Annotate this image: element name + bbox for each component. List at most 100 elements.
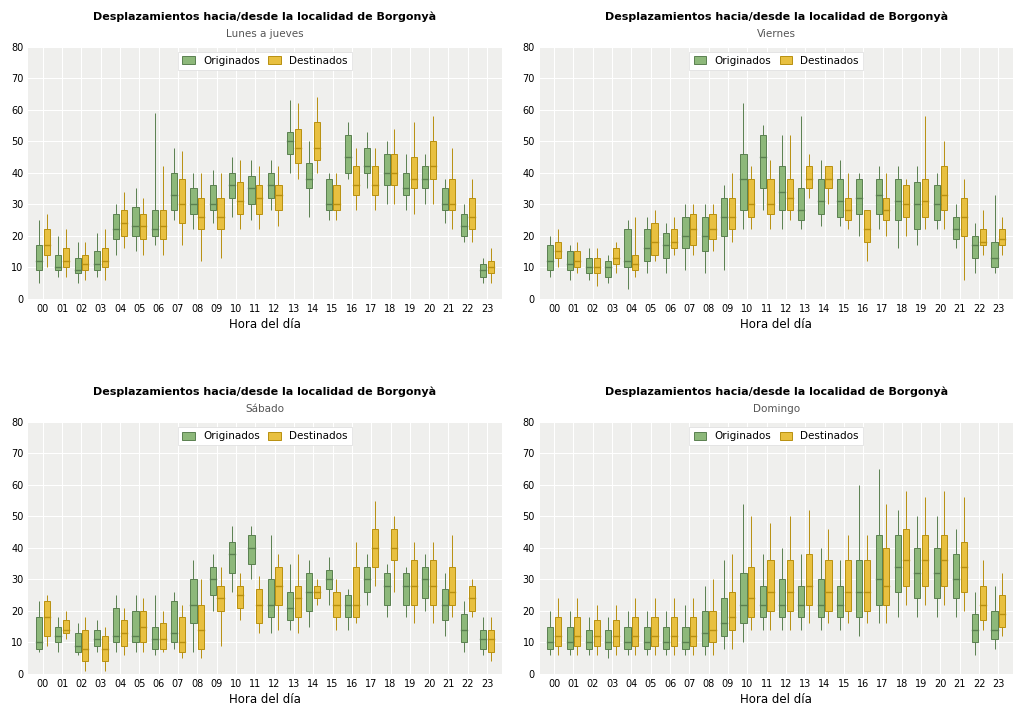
Bar bbox=[275, 566, 282, 604]
Bar bbox=[101, 636, 108, 661]
Bar bbox=[664, 232, 670, 257]
Bar bbox=[555, 617, 561, 645]
Bar bbox=[411, 561, 417, 604]
Bar bbox=[605, 630, 611, 649]
Bar bbox=[487, 261, 494, 273]
Bar bbox=[326, 570, 332, 589]
Bar bbox=[625, 229, 631, 267]
Bar bbox=[701, 217, 708, 252]
Bar bbox=[721, 198, 727, 236]
Bar bbox=[664, 627, 670, 649]
Bar bbox=[740, 573, 746, 624]
Bar bbox=[249, 536, 255, 564]
Bar bbox=[566, 627, 572, 649]
Bar bbox=[786, 561, 793, 611]
Bar bbox=[237, 182, 243, 214]
Bar bbox=[566, 252, 572, 270]
Bar bbox=[574, 252, 581, 267]
Bar bbox=[461, 614, 467, 642]
Bar bbox=[856, 179, 862, 214]
Bar bbox=[837, 179, 843, 217]
Bar bbox=[82, 255, 88, 270]
Bar bbox=[902, 529, 908, 586]
Bar bbox=[671, 617, 677, 645]
Legend: Originados, Destinados: Originados, Destinados bbox=[689, 52, 863, 70]
Bar bbox=[480, 630, 486, 649]
Bar bbox=[786, 179, 793, 211]
Bar bbox=[430, 561, 436, 604]
Bar bbox=[710, 611, 716, 642]
Bar bbox=[198, 604, 205, 649]
Bar bbox=[132, 611, 138, 642]
Bar bbox=[334, 185, 340, 211]
Bar bbox=[651, 223, 657, 255]
Bar bbox=[682, 627, 688, 649]
Bar bbox=[749, 179, 755, 217]
Bar bbox=[632, 255, 638, 270]
Text: Domingo: Domingo bbox=[753, 404, 800, 414]
Bar bbox=[402, 173, 409, 195]
Bar bbox=[884, 198, 890, 220]
X-axis label: Hora del día: Hora del día bbox=[740, 318, 812, 331]
Bar bbox=[487, 630, 494, 652]
Bar bbox=[690, 617, 696, 645]
Bar bbox=[972, 614, 978, 642]
Bar bbox=[450, 566, 456, 604]
Bar bbox=[980, 229, 986, 245]
Bar bbox=[760, 135, 766, 189]
Bar bbox=[547, 245, 553, 270]
Bar bbox=[44, 602, 50, 636]
Bar bbox=[972, 236, 978, 257]
Bar bbox=[825, 561, 831, 611]
Text: Sábado: Sábado bbox=[246, 404, 285, 414]
Bar bbox=[352, 166, 358, 195]
Text: Desplazamientos hacia/desde la localidad de Borgonyà: Desplazamientos hacia/desde la localidad… bbox=[93, 11, 436, 22]
Bar bbox=[441, 589, 447, 620]
Bar bbox=[140, 214, 146, 239]
Bar bbox=[856, 561, 862, 617]
Bar bbox=[237, 586, 243, 608]
Bar bbox=[922, 536, 928, 586]
Bar bbox=[372, 529, 378, 566]
Legend: Originados, Destinados: Originados, Destinados bbox=[178, 52, 352, 70]
Bar bbox=[934, 548, 940, 598]
Bar bbox=[806, 554, 812, 604]
Bar bbox=[555, 242, 561, 257]
Bar bbox=[55, 627, 61, 642]
Bar bbox=[594, 257, 600, 273]
Bar bbox=[198, 198, 205, 229]
Bar bbox=[760, 586, 766, 617]
Bar bbox=[55, 255, 61, 270]
Bar bbox=[594, 620, 600, 645]
Bar bbox=[210, 185, 216, 211]
Bar bbox=[845, 198, 851, 220]
Bar bbox=[334, 592, 340, 617]
Bar bbox=[729, 198, 735, 229]
Bar bbox=[113, 214, 120, 239]
Bar bbox=[94, 252, 100, 270]
Bar bbox=[345, 135, 351, 173]
X-axis label: Hora del día: Hora del día bbox=[740, 693, 812, 706]
Bar bbox=[729, 592, 735, 630]
Bar bbox=[690, 214, 696, 245]
Bar bbox=[345, 595, 351, 617]
Bar bbox=[469, 198, 475, 229]
Bar bbox=[876, 179, 882, 214]
Bar bbox=[586, 630, 592, 649]
Bar bbox=[914, 548, 921, 598]
Bar bbox=[934, 185, 940, 220]
Bar bbox=[461, 214, 467, 236]
Bar bbox=[632, 617, 638, 645]
Bar bbox=[422, 566, 428, 598]
Bar bbox=[767, 561, 773, 611]
Bar bbox=[229, 541, 236, 573]
Bar bbox=[160, 211, 166, 239]
Bar bbox=[365, 148, 371, 173]
Bar bbox=[113, 608, 120, 642]
Bar bbox=[779, 166, 785, 211]
Bar bbox=[314, 123, 321, 160]
X-axis label: Hora del día: Hora del día bbox=[229, 318, 301, 331]
Bar bbox=[287, 132, 293, 154]
Bar bbox=[171, 602, 177, 642]
Bar bbox=[62, 248, 69, 267]
